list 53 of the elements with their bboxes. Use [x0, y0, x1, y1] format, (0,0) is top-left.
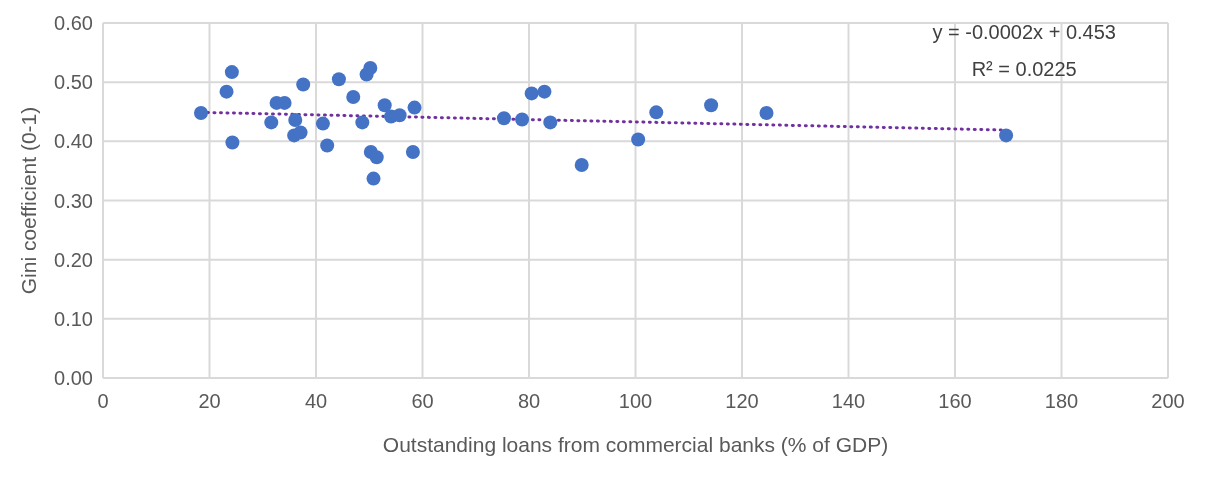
y-tick-label: 0.40 — [54, 130, 93, 153]
point — [363, 60, 378, 75]
x-tick-label: 60 — [411, 390, 434, 412]
x-tick-label: 80 — [517, 390, 541, 412]
x-axis-title: Outstanding loans from commercial banks (% of GDP) — [382, 433, 889, 456]
annotation: R² = 0.0225 — [971, 58, 1077, 80]
point — [407, 100, 422, 115]
x-tick-label: 160 — [938, 390, 972, 412]
point — [346, 89, 361, 104]
x-tick-label: 180 — [1044, 390, 1079, 412]
y-tick-label: 0.20 — [54, 248, 93, 271]
point — [331, 72, 346, 87]
point — [515, 112, 530, 127]
point — [224, 65, 239, 80]
point — [496, 111, 511, 126]
point — [524, 86, 539, 101]
point — [193, 105, 208, 120]
point — [355, 115, 370, 130]
point — [537, 84, 552, 99]
y-tick-label: 0.00 — [54, 367, 93, 389]
point — [704, 98, 719, 113]
point — [759, 105, 774, 120]
point — [377, 98, 392, 113]
point — [293, 125, 308, 140]
point — [264, 115, 279, 130]
x-tick-label: 200 — [1151, 390, 1185, 412]
y-tick-label: 0.30 — [54, 189, 93, 212]
x-tick-label: 120 — [725, 390, 759, 412]
point — [219, 84, 234, 99]
y-tick-label: 0.50 — [54, 71, 93, 94]
point — [543, 115, 558, 130]
y-tick-label: 0.10 — [54, 307, 93, 330]
x-tick-label: 20 — [198, 390, 221, 412]
point — [366, 171, 381, 186]
point — [288, 113, 303, 128]
x-tick-label: 140 — [831, 390, 866, 412]
x-tick-label: 0 — [97, 390, 109, 412]
point — [296, 77, 311, 92]
x-tick-label: 100 — [618, 390, 653, 412]
point — [369, 150, 384, 165]
point — [392, 108, 407, 123]
point — [225, 135, 240, 150]
point — [649, 105, 664, 120]
point — [320, 138, 335, 153]
point — [405, 144, 420, 159]
point — [315, 116, 330, 131]
y-tick-label: 0.60 — [54, 12, 93, 34]
point — [999, 128, 1014, 143]
annotation: y = -0.0002x + 0.453 — [932, 21, 1116, 43]
x-tick-label: 40 — [304, 390, 328, 412]
point — [631, 132, 646, 147]
y-axis-title: Gini coefficient (0-1) — [17, 106, 40, 295]
point — [574, 158, 589, 172]
